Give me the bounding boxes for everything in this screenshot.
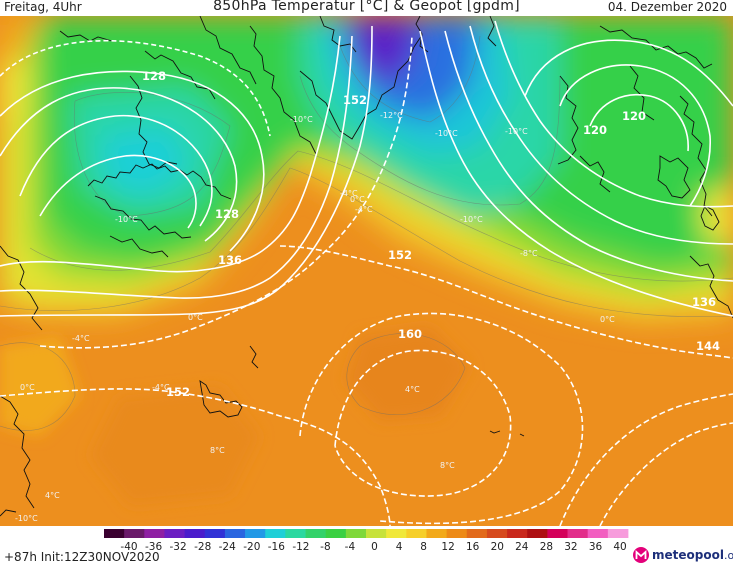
colorbar-cell (144, 529, 165, 538)
colorbar-cell (406, 529, 427, 538)
geopot-label: 152 (343, 93, 367, 107)
colorbar-tick-label: -24 (219, 541, 236, 550)
colorbar-cell (224, 529, 246, 538)
colorbar-tick-label: 36 (589, 541, 603, 550)
colorbar-tick-label: -36 (145, 541, 162, 550)
colorbar-tick-label: 16 (466, 541, 480, 550)
geopot-label: 120 (622, 109, 646, 123)
colorbar-cell (366, 529, 387, 538)
colorbar-tick-label: -40 (120, 541, 137, 550)
temperature-colorbar: -40 -36 -32 -28 -24 -20 -16 -12 -8 -4 0 4 8 12 16 20 24 2… (104, 529, 629, 550)
colorbar-tick-label: 12 (441, 541, 454, 550)
geopot-label: 128 (215, 207, 239, 221)
geopot-label: 144 (696, 339, 720, 353)
colorbar-cells (104, 529, 629, 538)
temperature-label: -8°C (520, 249, 538, 258)
colorbar-cell (104, 529, 125, 538)
meteopool-logo-text: meteopool.org (652, 548, 733, 563)
colorbar-tick-label: 24 (515, 541, 529, 550)
geopot-label: 136 (692, 295, 716, 309)
temperature-label: 0°C (600, 315, 615, 324)
temperature-label: -10°C (115, 215, 138, 224)
header: Freitag, 4Uhr 850hPa Temperatur [°C] & G… (0, 0, 733, 16)
colorbar-cell (587, 529, 609, 538)
colorbar-tick-label: 8 (420, 541, 427, 550)
colorbar-tick-label: 20 (491, 541, 504, 550)
colorbar-tick-label: 28 (540, 541, 553, 550)
forecast-day-time: Freitag, 4Uhr (4, 0, 82, 14)
colorbar-tick-label: -8 (320, 541, 330, 550)
colorbar-tick-label: -16 (268, 541, 285, 550)
temperature-label: 0°C (20, 383, 35, 392)
colorbar-ticks: -40 -36 -32 -28 -24 -20 -16 -12 -8 -4 0 4 8 12 16 20 24 2… (120, 541, 626, 550)
colorbar-cell (386, 529, 407, 538)
meteopool-logo-icon (633, 547, 649, 563)
forecast-date: 04. Dezember 2020 (607, 0, 727, 14)
temperature-label: -10°C (505, 127, 528, 136)
colorbar-cell (325, 529, 347, 538)
colorbar-cell (204, 529, 226, 538)
logo-name: meteopool (652, 548, 724, 562)
temperature-label: -10°C (290, 115, 313, 124)
logo-tld: .org (723, 549, 733, 562)
colorbar-cell (547, 529, 568, 538)
colorbar-tick-label: 40 (613, 541, 626, 550)
colorbar-tick-label: 0 (371, 541, 378, 550)
temperature-label: 8°C (210, 446, 225, 455)
temperature-label: 4°C (405, 385, 420, 394)
colorbar-cell (446, 529, 468, 538)
geopot-label: 136 (218, 253, 242, 267)
map-svg: 128 152 120 120 128 136 152 160 152 136 … (0, 16, 733, 526)
geopot-label: 160 (398, 327, 422, 341)
geopot-label: 120 (583, 123, 607, 137)
run-info: +87h Init:12Z30NOV2020 (4, 550, 160, 564)
temperature-label: -12°C (380, 111, 403, 120)
footer: -40 -36 -32 -28 -24 -20 -16 -12 -8 -4 0 4 8 12 16 20 24 2… (0, 526, 733, 566)
temperature-label: -10°C (435, 129, 458, 138)
colorbar-cell (305, 529, 327, 538)
colorbar-tick-label: -28 (194, 541, 211, 550)
colorbar-cell (285, 529, 306, 538)
geopotential-labels: 128 152 120 120 128 136 152 160 152 136 … (142, 69, 720, 399)
colorbar-tick-label: -12 (292, 541, 309, 550)
colorbar-cell (527, 529, 548, 538)
temperature-label: 0°C (350, 195, 365, 204)
colorbar-cell (124, 529, 145, 538)
colorbar-cell (567, 529, 589, 538)
temperature-label: 8°C (440, 461, 455, 470)
colorbar-tick-label: 4 (396, 541, 403, 550)
colorbar-tick-label: -4 (345, 541, 356, 550)
colorbar-cell (345, 529, 367, 538)
map-title: 850hPa Temperatur [°C] & Geopot [gpdm] (213, 0, 520, 14)
temperature-label: -4°C (355, 205, 373, 214)
temperature-label: 0°C (188, 313, 203, 322)
geopot-label: 152 (388, 248, 412, 262)
geopotential-isolines (0, 20, 733, 526)
colorbar-cell (245, 529, 266, 538)
colorbar-cell (486, 529, 508, 538)
temperature-labels: -10°C -12°C -10°C -10°C -10°C -10°C -4°C… (15, 111, 615, 523)
colorbar-tick-label: -20 (243, 541, 260, 550)
colorbar-cell (607, 529, 629, 538)
temperature-label: -4°C (152, 383, 170, 392)
colorbar-tick-label: 32 (564, 541, 577, 550)
geopot-label: 152 (166, 385, 190, 399)
geopot-label: 128 (142, 69, 166, 83)
weather-map: 128 152 120 120 128 136 152 160 152 136 … (0, 16, 733, 526)
colorbar-cell (184, 529, 206, 538)
colorbar-cell (426, 529, 448, 538)
coastlines (0, 16, 733, 517)
temperature-label: -4°C (72, 334, 90, 343)
temperature-label: 4°C (45, 491, 60, 500)
colorbar-tick-label: -32 (170, 541, 187, 550)
colorbar-cell (466, 529, 488, 538)
meteopool-logo[interactable]: meteopool.org (632, 546, 733, 564)
temperature-label: -4°C (340, 189, 358, 198)
temperature-label: -10°C (15, 514, 38, 523)
colorbar-cell (164, 529, 186, 538)
colorbar-cell (507, 529, 528, 538)
colorbar-cell (265, 529, 286, 538)
temperature-label: -10°C (460, 215, 483, 224)
